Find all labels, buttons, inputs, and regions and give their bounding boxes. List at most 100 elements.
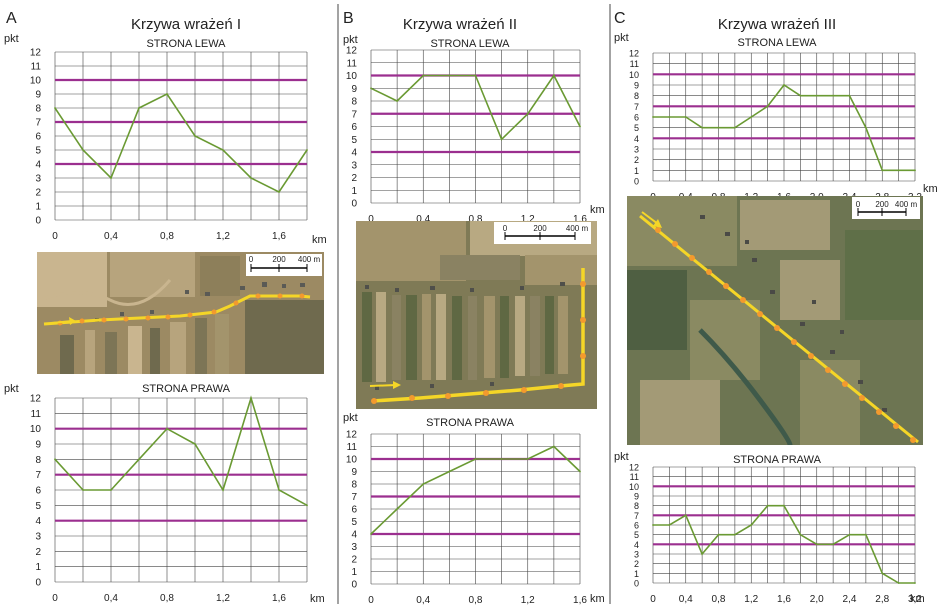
- data-point: [815, 94, 818, 97]
- panel-letter-b: B: [343, 10, 354, 27]
- x-tick-label: 0,4: [679, 594, 693, 605]
- panel-a-bottom-km: km: [310, 593, 325, 605]
- x-tick-label: 0,4: [416, 595, 430, 606]
- y-tick-label: 7: [35, 470, 41, 481]
- data-point: [396, 100, 399, 102]
- data-point: [552, 445, 555, 448]
- map-b-scale-label: 400 m: [566, 224, 589, 233]
- y-tick-label: 8: [634, 91, 639, 101]
- panel-c-top-subtitle: STRONA LEWA: [737, 37, 817, 49]
- y-tick-label: 6: [351, 505, 357, 516]
- data-point: [448, 74, 451, 77]
- panel-b-title: Krzywa wrażeń II: [403, 16, 517, 33]
- data-point: [881, 169, 884, 172]
- x-tick-label: 1,6: [272, 231, 286, 242]
- map-a-direction-arrow: [51, 317, 76, 325]
- y-tick-label: 7: [351, 109, 357, 120]
- x-tick-label: 1,2: [744, 594, 758, 605]
- panel-a-title: Krzywa wrażeń I: [131, 16, 241, 33]
- x-tick-label: 0,4: [104, 593, 118, 604]
- data-point: [799, 94, 802, 97]
- map-b-strips: [362, 292, 568, 382]
- y-tick-label: 3: [351, 160, 357, 171]
- y-tick-label: 3: [634, 145, 639, 155]
- y-tick-label: 9: [35, 90, 41, 101]
- y-tick-label: 8: [351, 97, 357, 108]
- data-point: [222, 489, 224, 491]
- map-a-field: [110, 252, 195, 297]
- series-line: [54, 92, 308, 194]
- map-b-route: [371, 268, 585, 403]
- data-point: [250, 397, 252, 399]
- x-tick-label: 0: [368, 595, 374, 606]
- data-point: [579, 125, 581, 128]
- x-tick-label: 1,6: [272, 593, 286, 604]
- data-point: [54, 107, 56, 109]
- map-a-field: [150, 328, 160, 374]
- map-c-field: [800, 360, 860, 445]
- y-tick-label: 11: [31, 409, 42, 420]
- y-tick-label: 7: [35, 118, 41, 129]
- map-a-field: [128, 326, 142, 374]
- y-tick-label: 1: [634, 166, 639, 176]
- y-tick-label: 10: [629, 70, 639, 80]
- map-a-field: [200, 256, 240, 296]
- x-tick-label: 0,4: [416, 214, 430, 225]
- y-tick-label: 7: [634, 511, 639, 521]
- y-tick-label: 10: [346, 455, 358, 466]
- y-tick-label: 9: [634, 81, 639, 91]
- y-tick-label: 5: [634, 530, 639, 540]
- y-tick-label: 11: [347, 442, 358, 453]
- panel-b-bottom-subtitle: STRONA PRAWA: [426, 417, 514, 429]
- map-c-scale-label: 200: [875, 200, 889, 209]
- data-point: [526, 458, 529, 460]
- map-b-field: [440, 255, 520, 280]
- data-point: [370, 87, 372, 90]
- data-point: [652, 524, 654, 526]
- data-point: [278, 489, 280, 491]
- data-point: [717, 533, 720, 536]
- panel-a-top-unit: pkt: [4, 33, 19, 45]
- data-point: [750, 524, 753, 526]
- x-tick-label: 0,8: [160, 593, 174, 604]
- x-tick-label: 0,8: [160, 231, 174, 242]
- map-a-field: [245, 300, 324, 374]
- y-tick-label: 5: [634, 123, 639, 133]
- map-b-scale-label: 200: [533, 224, 547, 233]
- y-tick-label: 3: [35, 174, 41, 185]
- map-a-field: [85, 330, 95, 374]
- panel-a-bottom-unit: pkt: [4, 383, 19, 395]
- y-tick-label: 10: [346, 71, 358, 82]
- data-point: [750, 116, 753, 118]
- y-tick-label: 8: [351, 480, 357, 491]
- x-tick-label: 0: [52, 593, 58, 604]
- y-tick-label: 0: [351, 580, 357, 591]
- y-tick-label: 2: [35, 188, 41, 199]
- map-c-field: [845, 230, 923, 320]
- y-tick-label: 10: [629, 482, 639, 492]
- panel-a-top-km: km: [312, 234, 327, 246]
- y-tick-label: 0: [35, 578, 41, 589]
- data-point: [701, 126, 704, 129]
- data-point: [54, 458, 56, 461]
- y-tick-label: 2: [351, 173, 357, 184]
- y-tick-label: 9: [351, 467, 357, 478]
- x-tick-label: 1,6: [777, 594, 791, 605]
- y-tick-label: 12: [30, 394, 42, 405]
- map-c-field: [690, 300, 760, 380]
- map-c-buildings: [700, 215, 887, 412]
- map-a-scale-label: 200: [272, 255, 286, 264]
- y-tick-label: 2: [634, 155, 639, 165]
- data-point: [82, 489, 84, 491]
- y-tick-label: 3: [351, 542, 357, 553]
- panel-b-top-subtitle: STRONA LEWA: [430, 38, 510, 50]
- map-c-scale-label: 400 m: [895, 200, 918, 209]
- panel-c-top-unit: pkt: [614, 32, 629, 44]
- panel-b-top-km: km: [590, 204, 605, 216]
- y-tick-label: 0: [351, 199, 357, 210]
- y-tick-label: 6: [634, 113, 639, 123]
